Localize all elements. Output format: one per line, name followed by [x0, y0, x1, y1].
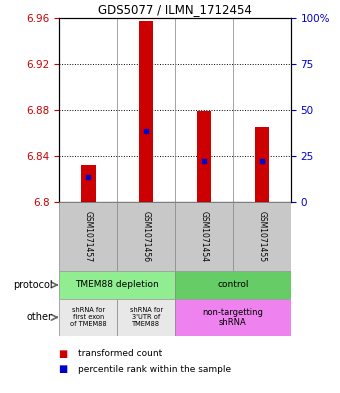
Text: TMEM88 depletion: TMEM88 depletion — [75, 281, 159, 289]
Text: GSM1071455: GSM1071455 — [257, 211, 266, 262]
Bar — [81, 165, 96, 202]
Bar — [59, 271, 175, 299]
Text: ■: ■ — [59, 364, 72, 375]
Bar — [233, 202, 291, 271]
Bar — [175, 299, 291, 336]
Text: GSM1071457: GSM1071457 — [84, 211, 93, 262]
Title: GDS5077 / ILMN_1712454: GDS5077 / ILMN_1712454 — [98, 4, 252, 17]
Text: control: control — [217, 281, 249, 289]
Bar — [117, 299, 175, 336]
Text: shRNA for
first exon
of TMEM88: shRNA for first exon of TMEM88 — [70, 307, 107, 327]
Text: protocol: protocol — [13, 280, 53, 290]
Text: GSM1071454: GSM1071454 — [200, 211, 208, 262]
Text: GSM1071456: GSM1071456 — [142, 211, 151, 262]
Bar — [197, 111, 211, 202]
Text: ■: ■ — [59, 349, 72, 359]
Text: other: other — [27, 312, 53, 322]
Bar — [59, 299, 117, 336]
Text: transformed count: transformed count — [78, 349, 163, 358]
Text: non-targetting
shRNA: non-targetting shRNA — [202, 308, 264, 327]
Bar — [175, 271, 291, 299]
Bar — [175, 202, 233, 271]
Text: shRNA for
3'UTR of
TMEM88: shRNA for 3'UTR of TMEM88 — [130, 307, 163, 327]
Bar — [139, 21, 153, 202]
Bar — [59, 202, 117, 271]
Bar — [255, 127, 269, 202]
Text: percentile rank within the sample: percentile rank within the sample — [78, 365, 231, 374]
Bar — [117, 202, 175, 271]
